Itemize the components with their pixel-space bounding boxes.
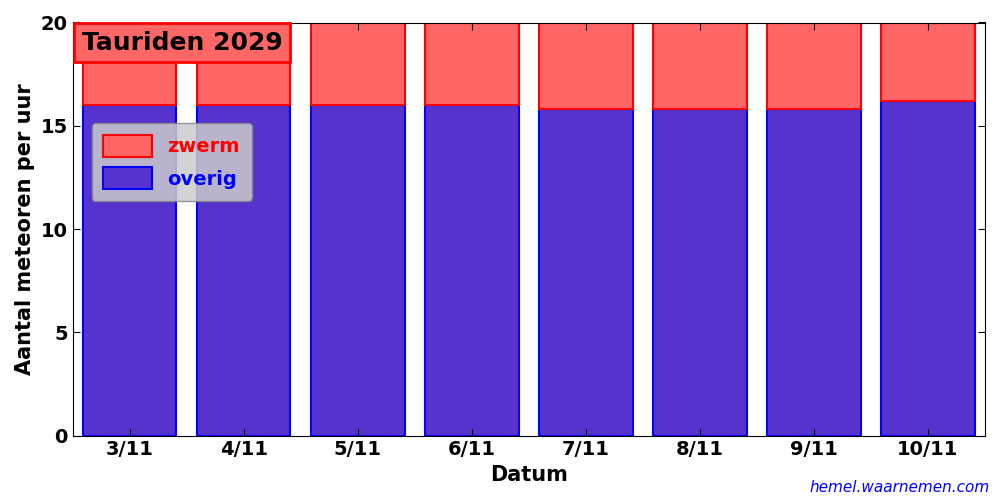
Bar (653, 109, 747, 436)
Bar (767, 109, 861, 436)
Bar (311, 105, 405, 436)
Bar (425, 105, 519, 436)
Bar (881, 22, 975, 101)
X-axis label: Datum: Datum (490, 465, 568, 485)
Bar (83, 105, 176, 436)
Bar (881, 101, 975, 436)
Bar (539, 109, 633, 436)
Bar (539, 22, 633, 109)
Text: Tauriden 2029: Tauriden 2029 (82, 31, 283, 55)
Bar (83, 22, 176, 105)
Bar (425, 22, 519, 105)
Bar (197, 22, 290, 105)
Bar (197, 105, 290, 436)
Y-axis label: Aantal meteoren per uur: Aantal meteoren per uur (15, 83, 35, 375)
Legend: zwerm, overig: zwerm, overig (92, 123, 252, 201)
Bar (767, 22, 861, 109)
Text: hemel.waarnemen.com: hemel.waarnemen.com (810, 480, 990, 495)
Bar (653, 22, 747, 109)
Bar (311, 22, 405, 105)
